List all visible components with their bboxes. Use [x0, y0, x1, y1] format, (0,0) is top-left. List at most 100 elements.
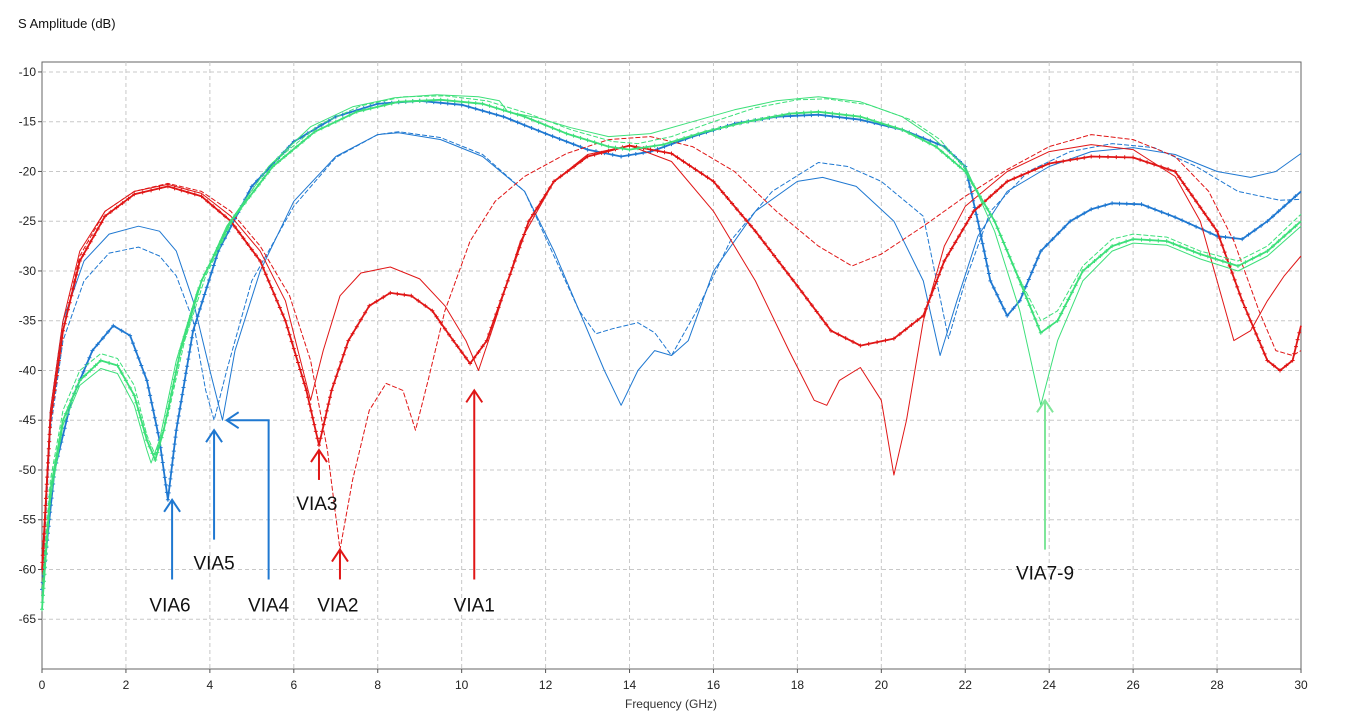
- series-marker: [130, 341, 135, 346]
- series-line-7: [41, 98, 1302, 610]
- series-marker: [1017, 298, 1022, 303]
- series-marker: [655, 148, 660, 153]
- series-marker: [211, 204, 216, 209]
- series-marker: [531, 212, 535, 217]
- y-tick-label: -35: [19, 314, 37, 328]
- series-marker: [1189, 193, 1194, 198]
- series-marker: [964, 221, 969, 226]
- series-marker: [578, 144, 583, 149]
- x-tick-label: 0: [39, 678, 46, 692]
- series-marker: [142, 430, 147, 435]
- series-marker: [165, 497, 170, 502]
- series-marker: [1096, 205, 1101, 210]
- series-marker: [205, 199, 210, 204]
- series-marker: [258, 259, 263, 263]
- series-marker: [1032, 263, 1037, 268]
- series-marker: [1030, 310, 1035, 315]
- series-marker: [696, 131, 701, 136]
- series-marker: [571, 133, 576, 138]
- series-marker: [95, 227, 100, 231]
- series-marker: [40, 607, 44, 612]
- series-marker: [858, 343, 863, 348]
- series-marker: [100, 336, 105, 341]
- series-marker: [1061, 159, 1066, 164]
- series-marker: [302, 381, 307, 386]
- series-marker: [724, 124, 729, 129]
- series-marker: [1056, 231, 1061, 236]
- series-marker: [1265, 219, 1270, 224]
- series-line-8: [41, 94, 1302, 600]
- series-marker: [795, 113, 800, 118]
- series-marker: [758, 235, 763, 240]
- series-marker: [1284, 363, 1289, 368]
- series-marker: [739, 212, 744, 217]
- series-marker: [734, 207, 739, 212]
- series-marker: [819, 315, 824, 320]
- series-marker: [915, 318, 920, 323]
- series-marker: [823, 110, 828, 115]
- series-marker: [988, 278, 993, 283]
- series-marker: [1177, 175, 1182, 180]
- series-marker: [851, 113, 856, 118]
- series-marker: [282, 154, 287, 159]
- series-marker: [363, 310, 368, 315]
- series-marker: [1038, 330, 1043, 335]
- series-marker: [417, 98, 422, 103]
- series-marker: [291, 346, 296, 351]
- series-marker: [328, 395, 332, 400]
- series-marker: [1173, 169, 1178, 174]
- series-marker: [159, 453, 164, 458]
- series-marker: [716, 184, 721, 189]
- series-marker: [134, 400, 139, 405]
- series-marker: [1246, 232, 1251, 237]
- series-marker: [1044, 243, 1049, 248]
- series-marker: [339, 359, 344, 364]
- series-marker: [410, 99, 415, 104]
- series-marker: [1117, 241, 1122, 246]
- annotation-via7-9: VIA7-9: [1016, 398, 1074, 584]
- x-tick-label: 18: [791, 678, 805, 692]
- series-marker: [41, 593, 45, 598]
- series-marker: [1290, 358, 1295, 363]
- series-marker: [1228, 261, 1233, 266]
- series-marker: [991, 285, 996, 290]
- series-marker: [980, 241, 985, 246]
- series-marker: [781, 265, 786, 270]
- series-marker: [340, 116, 345, 121]
- series-marker: [473, 106, 478, 111]
- series-marker: [979, 234, 983, 239]
- series-marker: [805, 296, 809, 301]
- series-marker: [648, 147, 653, 152]
- x-tick-label: 24: [1043, 678, 1057, 692]
- series-marker: [157, 186, 162, 191]
- annotation-arrow-head: [465, 388, 484, 403]
- series-marker: [140, 190, 145, 195]
- series-marker: [1232, 277, 1237, 282]
- series-marker: [430, 308, 435, 313]
- series-marker: [217, 209, 222, 214]
- series-marker: [753, 229, 758, 234]
- series-marker: [466, 100, 471, 105]
- y-tick-label: -10: [19, 65, 37, 79]
- series-marker: [480, 108, 485, 113]
- series-marker: [144, 378, 149, 383]
- tick-layer: 0 2 4 6 8 10 12 14 16 18 20 22 24 26 28 30-10-15-20-25-…: [19, 65, 1308, 692]
- series-marker: [949, 246, 954, 251]
- series-marker: [1220, 243, 1225, 248]
- series-marker: [592, 140, 597, 145]
- series-marker: [879, 121, 884, 126]
- series-marker: [173, 435, 178, 440]
- annotation-label: VIA2: [317, 595, 358, 616]
- series-marker: [693, 167, 698, 172]
- series-marker: [108, 209, 113, 214]
- series-marker: [988, 194, 993, 199]
- series-marker: [995, 292, 1000, 297]
- series-marker: [382, 103, 387, 108]
- series-marker: [187, 350, 192, 354]
- series-marker: [830, 111, 835, 116]
- series-marker: [451, 338, 456, 343]
- series-marker: [865, 116, 870, 121]
- series-marker: [1223, 235, 1228, 240]
- series-marker: [759, 117, 763, 122]
